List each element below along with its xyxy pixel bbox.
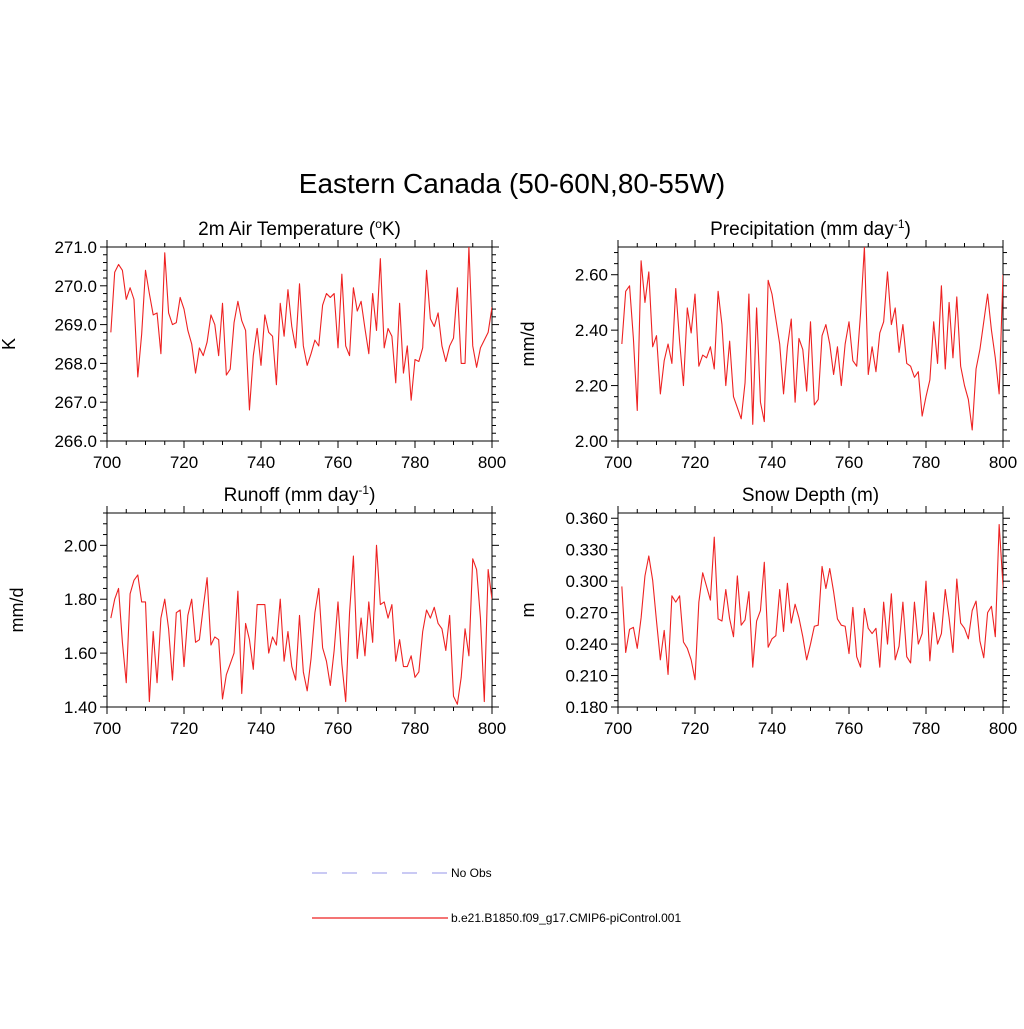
- x-tick-label: 700: [93, 719, 121, 738]
- panel-precipitation: Precipitation (mm day-1) 700 720 740 760 780 8…: [518, 217, 1017, 472]
- x-tick-label: 740: [758, 453, 786, 472]
- y-tick-label: 0.240: [565, 635, 608, 654]
- y-tick-label: 267.0: [54, 393, 97, 412]
- panel-title-superscript: -1: [894, 217, 905, 231]
- y-tick-label: 266.0: [54, 432, 97, 451]
- panel-title: 2m Air Temperature (oK): [198, 217, 401, 240]
- y-tick-label: 269.0: [54, 316, 97, 335]
- panel-title-superscript: o: [375, 217, 382, 231]
- x-tick-label: 760: [324, 453, 352, 472]
- x-tick-label: 740: [247, 453, 275, 472]
- panel-title-superscript: -1: [358, 483, 369, 497]
- legend-label-no-obs: No Obs: [451, 866, 492, 880]
- y-tick-label: 0.330: [565, 541, 608, 560]
- x-tick-label: 760: [324, 719, 352, 738]
- y-tick-label: 2.00: [64, 536, 97, 555]
- y-tick-label: 1.60: [64, 644, 97, 663]
- panel-title-suffix: K): [382, 219, 401, 240]
- x-tick-label: 780: [401, 719, 429, 738]
- y-tick-label: 0.300: [565, 572, 608, 591]
- x-tick-label: 780: [912, 453, 940, 472]
- plot-frame: [106, 512, 493, 708]
- series-line-temp: [110, 247, 492, 411]
- y-tick-label: 0.360: [565, 509, 608, 528]
- legend: No Obs b.e21.B1850.f09_g17.CMIP6-piContr…: [312, 866, 681, 925]
- x-tick-label: 720: [170, 453, 198, 472]
- y-tick-label: 2.00: [575, 432, 608, 451]
- panel-title: Snow Depth (m): [742, 485, 879, 506]
- y-tick-label: 270.0: [54, 277, 97, 296]
- y-tick-label: 0.270: [565, 604, 608, 623]
- y-tick-label: 0.180: [565, 698, 608, 717]
- y-axis-label: K: [0, 338, 19, 350]
- y-tick-label: 1.80: [64, 590, 97, 609]
- y-tick-label: 1.40: [64, 698, 97, 717]
- plot-frame: [106, 246, 493, 442]
- y-tick-label: 0.210: [565, 667, 608, 686]
- panel-title-suffix: ): [905, 219, 911, 240]
- x-tick-label: 700: [604, 453, 632, 472]
- plot-frame: [617, 512, 1004, 708]
- x-tick-label: 800: [478, 453, 506, 472]
- series-line-precip: [621, 247, 1003, 431]
- y-axis-label: mm/d: [7, 588, 27, 633]
- y-axis-label: m: [518, 603, 538, 618]
- figure-title: Eastern Canada (50-60N,80-55W): [299, 168, 725, 199]
- y-tick-label: 271.0: [54, 238, 97, 257]
- panel-title-text: Runoff (mm day: [224, 485, 359, 506]
- x-tick-label: 780: [401, 453, 429, 472]
- series-line-runoff: [110, 544, 492, 705]
- y-tick-label: 2.60: [575, 266, 608, 285]
- panel-title-suffix: ): [369, 485, 375, 506]
- x-tick-label: 700: [604, 719, 632, 738]
- y-tick-label: 268.0: [54, 354, 97, 373]
- y-tick-label: 2.40: [575, 321, 608, 340]
- panel-title-text: Snow Depth (m): [742, 485, 879, 506]
- x-tick-label: 800: [989, 453, 1017, 472]
- x-tick-label: 720: [170, 719, 198, 738]
- panel-runoff: Runoff (mm day-1) 700 720 740 760 780 800 1.40 1…: [7, 483, 506, 738]
- panel-air-temperature: 2m Air Temperature (oK) 700 720 740 760 780 80…: [0, 217, 506, 472]
- panel-snow-depth: Snow Depth (m) 700 720 740 760 780 800 0.180 0.2…: [518, 485, 1017, 738]
- x-tick-label: 720: [681, 719, 709, 738]
- x-tick-label: 800: [478, 719, 506, 738]
- x-tick-label: 700: [93, 453, 121, 472]
- panel-title: Precipitation (mm day-1): [710, 217, 911, 240]
- x-tick-label: 760: [835, 453, 863, 472]
- panel-title-text: Precipitation (mm day: [710, 219, 894, 240]
- x-tick-label: 780: [912, 719, 940, 738]
- x-tick-label: 800: [989, 719, 1017, 738]
- x-tick-label: 740: [247, 719, 275, 738]
- x-tick-label: 760: [835, 719, 863, 738]
- panel-title-text: 2m Air Temperature (: [198, 219, 376, 240]
- x-tick-label: 720: [681, 453, 709, 472]
- series-line-snow: [621, 523, 1003, 681]
- plot-frame: [617, 246, 1004, 442]
- legend-label-model-run: b.e21.B1850.f09_g17.CMIP6-piControl.001: [451, 911, 681, 925]
- y-tick-label: 2.20: [575, 377, 608, 396]
- panel-title: Runoff (mm day-1): [224, 483, 376, 506]
- y-axis-label: mm/d: [518, 322, 538, 367]
- x-tick-label: 740: [758, 719, 786, 738]
